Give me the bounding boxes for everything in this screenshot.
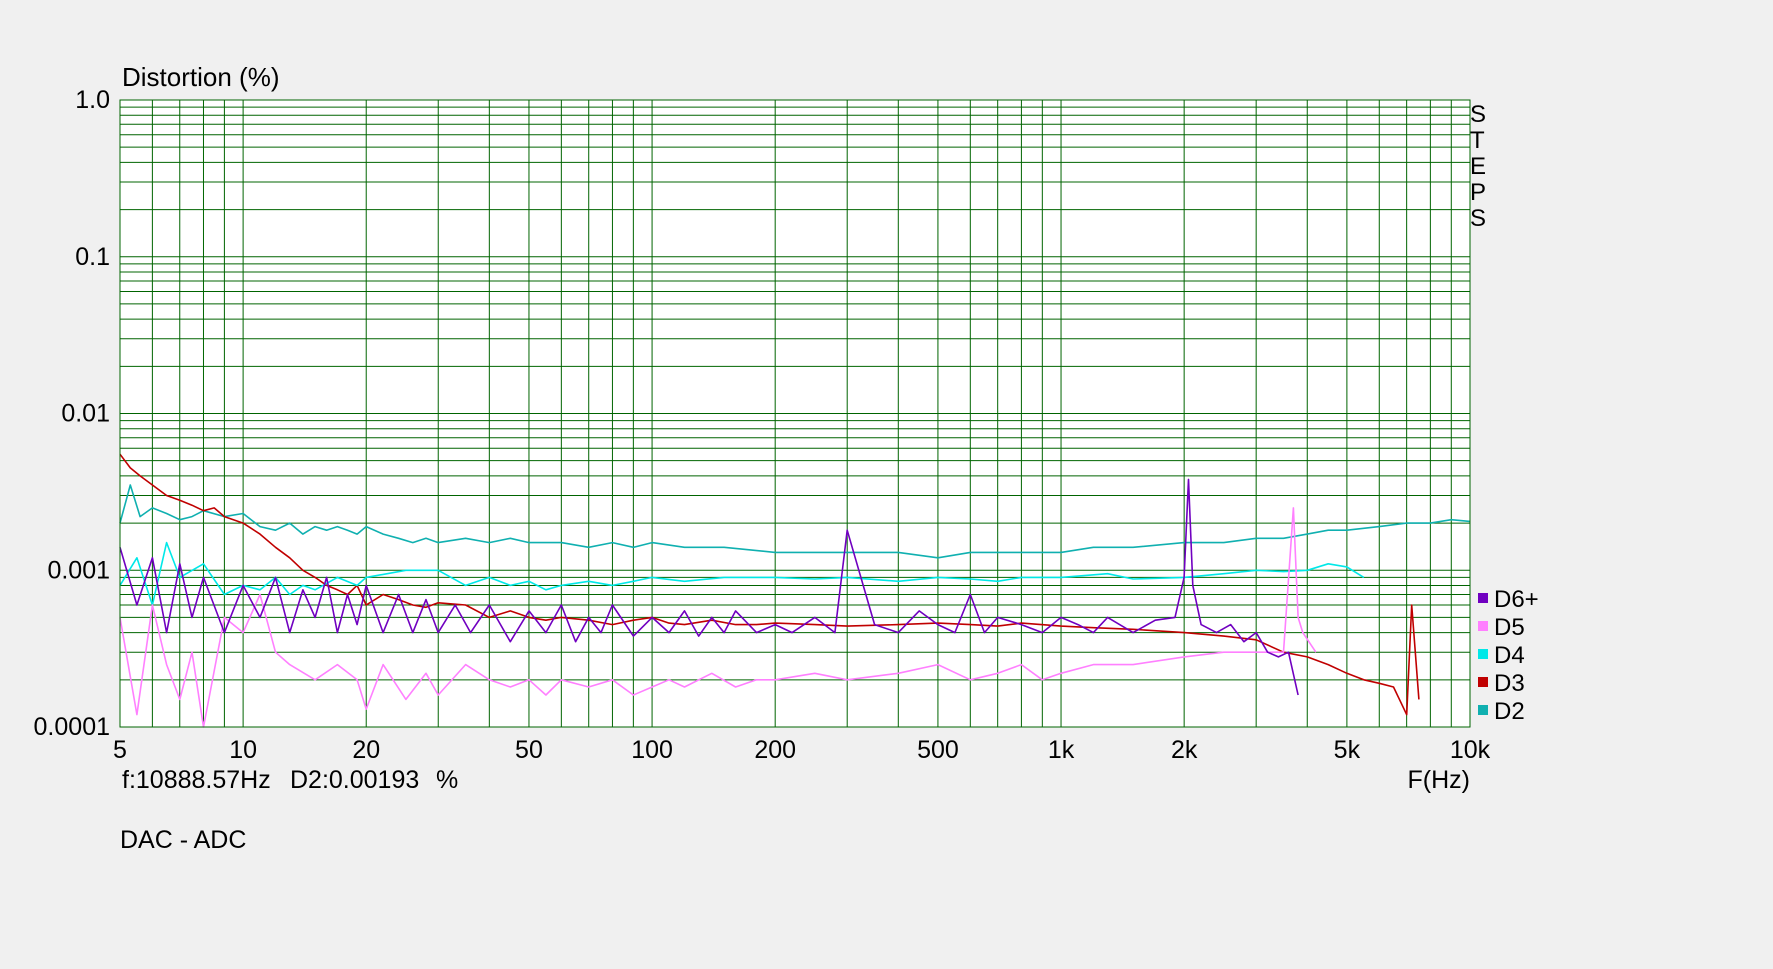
y-tick-label: 0.01 [61,400,110,428]
series-line-d4 [119,541,1365,606]
cursor-value-readout: D2:0.00193 [290,766,419,794]
x-tick-label: 10k [1450,736,1491,764]
x-tick-label: 5k [1334,736,1361,764]
series-line-d2 [119,484,1471,559]
cursor-frequency-readout: f:10888.57Hz [122,766,271,794]
cursor-unit: % [436,766,458,794]
steps-letter: P [1470,179,1486,206]
legend-swatch [1478,677,1488,687]
y-tick-label: 0.1 [75,243,110,271]
x-tick-label: 20 [352,736,380,764]
plot-border [119,99,1471,728]
x-tick-label: 5 [113,736,127,764]
y-tick-label: 1.0 [75,86,110,114]
x-tick-label: 2k [1171,736,1198,764]
x-tick-label: 500 [917,736,959,764]
x-tick-label: 200 [754,736,796,764]
legend-label: D3 [1494,670,1525,697]
legend-swatch [1478,593,1488,603]
steps-letter: T [1470,127,1485,154]
series-line-d3 [119,453,1420,716]
steps-letter: E [1470,153,1486,180]
x-tick-labels: 5 10 20 50 100 200 500 1k 2k 5k 10k [113,736,1491,764]
x-tick-label: 10 [229,736,257,764]
series-lines [119,453,1471,728]
measurement-label: DAC - ADC [120,826,246,854]
x-tick-label: 1k [1048,736,1075,764]
y-tick-label: 0.001 [47,556,110,584]
legend-label: D6+ [1494,586,1539,613]
legend-swatch [1478,705,1488,715]
x-tick-label: 100 [631,736,673,764]
series-line-d5 [119,507,1317,728]
steps-letter: S [1470,205,1486,232]
x-axis-label: F(Hz) [1408,766,1470,794]
chart-title: Distortion (%) [122,62,279,92]
series-line-d6 [119,478,1299,696]
legend-label: D4 [1494,642,1525,669]
legend-label: D5 [1494,614,1525,641]
x-tick-label: 50 [515,736,543,764]
steps-letter: S [1470,101,1486,128]
legend-label: D2 [1494,698,1525,725]
y-tick-label: 0.0001 [34,713,110,741]
y-tick-labels: 1.0 0.1 0.01 0.001 0.0001 [34,86,110,741]
legend-swatch [1478,621,1488,631]
legend-swatch [1478,649,1488,659]
